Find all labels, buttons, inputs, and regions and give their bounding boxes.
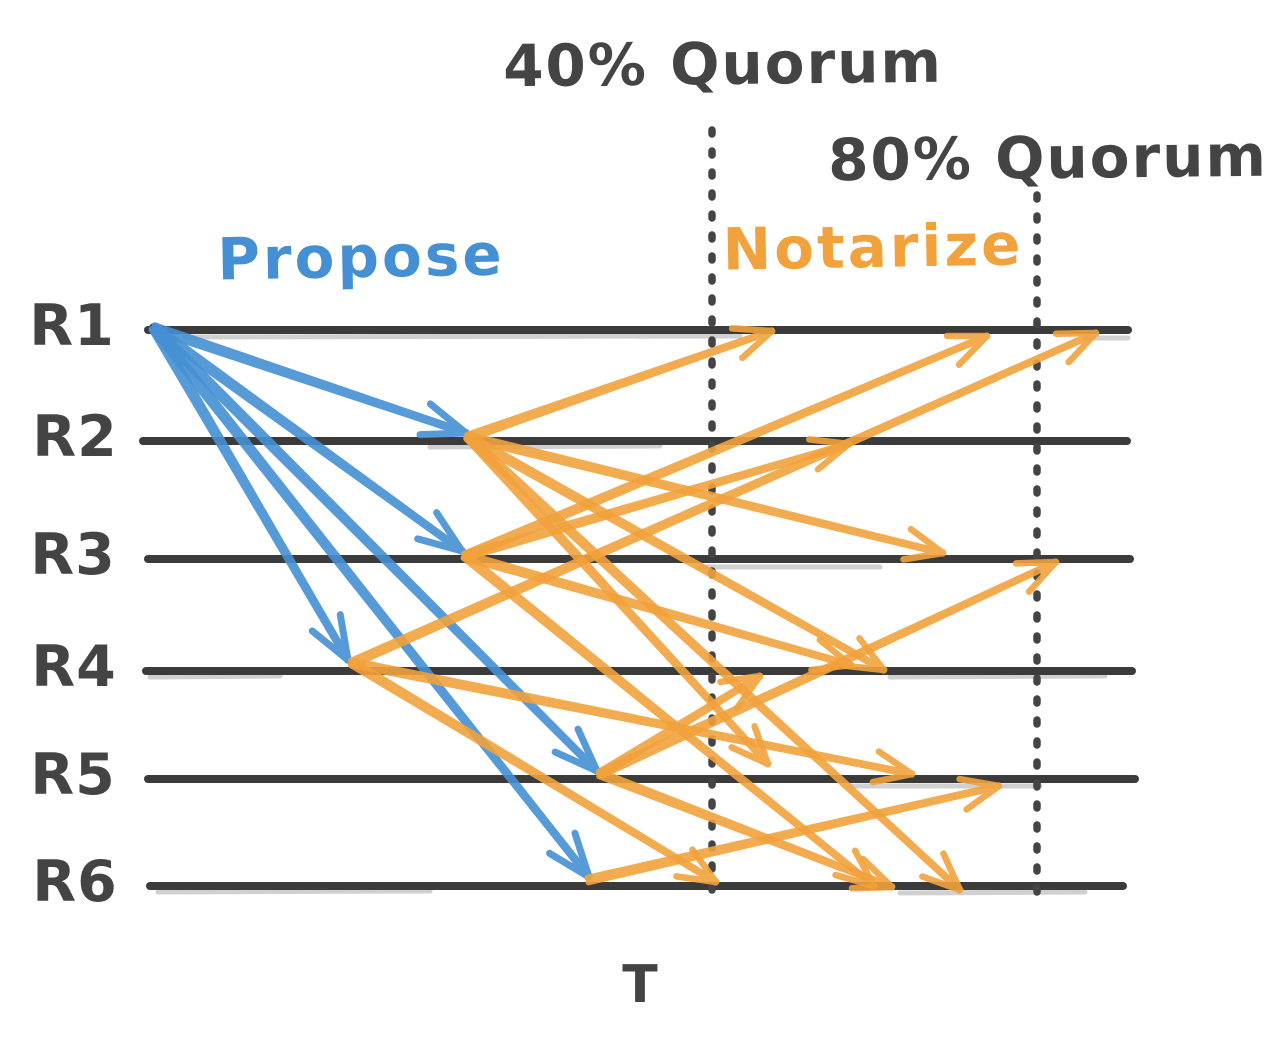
replica-label-r2: R2: [32, 404, 118, 470]
propose-phase-label: Propose: [216, 220, 506, 294]
notarize-arrow-r4-r1: [348, 329, 1100, 669]
notarize-arrow-r5-r6: [596, 768, 896, 892]
quorum-40-label: 40% Quorum: [502, 27, 944, 101]
notarize-arrow-r2-r3: [464, 431, 947, 563]
notarize-arrow-r3-r4: [461, 550, 855, 674]
line-shadow: [887, 673, 1108, 680]
line-shadow: [182, 333, 743, 340]
replica-label-r6: R6: [32, 849, 118, 915]
notarize-arrow-r3-r6: [460, 551, 878, 890]
notarize-arrow-r2-r1: [464, 325, 776, 443]
notarize-arrow-r5-r3: [595, 558, 1060, 780]
line-shadow: [427, 443, 663, 450]
line-shadow: [897, 889, 1088, 896]
propose-arrow-r2: [149, 322, 470, 439]
replica-label-r3: R3: [30, 522, 116, 588]
propose-arrow-r4: [148, 323, 352, 664]
notarize-phase-label: Notarize: [722, 210, 1024, 284]
notarize-arrow-r2-r4: [463, 431, 888, 674]
quorum-80-label: 80% Quorum: [827, 121, 1267, 195]
line-shadow: [155, 888, 433, 895]
replica-label-r4: R4: [31, 634, 117, 700]
notarize-arrow-r5-r4: [595, 672, 764, 780]
notarize-arrow-r4-r5: [348, 657, 916, 786]
notarize-arrow-r3-r1: [461, 332, 991, 562]
propose-arrow-r6: [148, 323, 593, 881]
replica-label-r1: R1: [29, 293, 115, 359]
time-axis-label: T: [622, 955, 658, 1015]
line-shadow: [147, 673, 283, 680]
notarize-arrow-r6-r5: [584, 775, 1003, 886]
replica-label-r5: R5: [30, 742, 116, 808]
propose-arrow-r3: [149, 322, 466, 555]
notarize-arrow-r4-r6: [347, 657, 720, 886]
propose-arrow-r5: [148, 322, 601, 775]
